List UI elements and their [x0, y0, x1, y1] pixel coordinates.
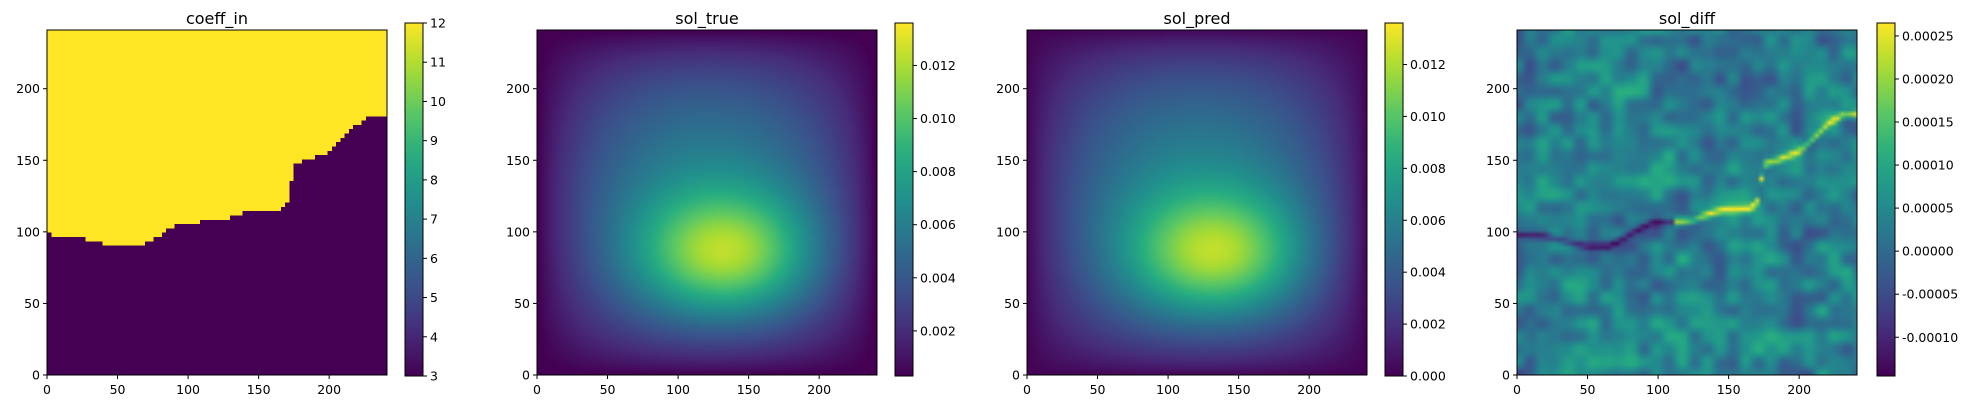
subplot-sol-true: sol_true 0 50 100 150 200 0 50 100 150 200 0.002 0.0… [506, 9, 956, 397]
x-tick-label: 150 [1227, 382, 1251, 397]
colorbar-tick-label: 0.002 [1410, 317, 1446, 332]
colorbar-tick-label: 0.00005 [1902, 201, 1954, 216]
colorbar-tick-label: 0.008 [920, 164, 956, 179]
x-tick-label: 150 [737, 382, 761, 397]
subplot-sol-diff: sol_diff 0 50 100 150 200 0 50 100 150 200 -0.00010… [1486, 9, 1958, 397]
colorbar-tick-label: 3 [430, 369, 438, 384]
axes-frame [536, 29, 878, 376]
y-tick-label: 150 [16, 153, 40, 168]
y-tick-label: 100 [506, 224, 530, 239]
x-tick-label: 200 [1787, 382, 1811, 397]
y-tick-label: 0 [32, 368, 40, 383]
colorbar-tick-label: -0.00005 [1902, 287, 1958, 302]
colorbar-tick-label: 8 [430, 172, 438, 187]
heatmap-image [47, 30, 387, 375]
colorbar-tick-label: 4 [430, 329, 438, 344]
colorbar-tick-label: 0.008 [1410, 161, 1446, 176]
colorbar [1384, 22, 1404, 377]
colorbar [894, 22, 914, 377]
x-tick-label: 50 [1580, 382, 1596, 397]
colorbar-tick-label: 0.010 [1410, 109, 1446, 124]
colorbar [1876, 22, 1896, 377]
colorbar-tick-label: 0.00000 [1902, 244, 1954, 259]
colorbar-tick-label: 10 [430, 94, 446, 109]
heatmap-image [1517, 30, 1857, 375]
y-tick-label: 200 [996, 81, 1020, 96]
colorbar-tick-label: 0.012 [1410, 57, 1446, 72]
colorbar-tick-label: -0.00010 [1902, 330, 1958, 345]
y-tick-label: 100 [16, 224, 40, 239]
colorbar-tick-label: 0.00020 [1902, 71, 1954, 86]
heatmap-image [1027, 30, 1367, 375]
colorbar-tick-label: 0.006 [1410, 213, 1446, 228]
colorbar-tick-label: 0.002 [920, 323, 956, 338]
y-tick-label: 0 [522, 368, 530, 383]
x-tick-label: 0 [1513, 382, 1521, 397]
colorbar-tick-label: 0.004 [1410, 265, 1446, 280]
colorbar-tick-label: 0.00025 [1902, 28, 1954, 43]
y-tick-label: 0 [1012, 368, 1020, 383]
x-tick-label: 200 [317, 382, 341, 397]
y-tick-label: 150 [1486, 153, 1510, 168]
x-tick-label: 200 [1297, 382, 1321, 397]
colorbar-tick-label: 6 [430, 251, 438, 266]
x-tick-label: 0 [533, 382, 541, 397]
x-tick-label: 100 [1156, 382, 1180, 397]
x-tick-label: 100 [1646, 382, 1670, 397]
colorbar-tick-label: 11 [430, 55, 446, 70]
y-tick-label: 200 [1486, 81, 1510, 96]
heatmap-image [537, 30, 877, 375]
colorbar-tick-label: 0.010 [920, 111, 956, 126]
colorbar-tick-label: 7 [430, 212, 438, 227]
x-tick-label: 50 [110, 382, 126, 397]
x-tick-label: 0 [1023, 382, 1031, 397]
y-tick-label: 100 [1486, 224, 1510, 239]
x-tick-label: 150 [1717, 382, 1741, 397]
colorbar-tick-label: 12 [430, 16, 446, 31]
colorbar-tick-label: 0.012 [920, 58, 956, 73]
colorbar-tick-label: 0.004 [920, 270, 956, 285]
colorbar-tick-label: 0.006 [920, 217, 956, 232]
y-tick-label: 0 [1502, 368, 1510, 383]
axes-frame [1026, 29, 1368, 376]
axes-frame [46, 29, 388, 376]
subplot-title: sol_pred [1164, 9, 1231, 29]
axes-frame [1516, 29, 1858, 376]
x-tick-label: 50 [600, 382, 616, 397]
subplot-title: sol_true [675, 9, 738, 29]
subplot-sol-pred: sol_pred 0 50 100 150 200 0 50 100 150 200 0.000 0.0… [996, 9, 1446, 397]
y-tick-label: 50 [514, 296, 530, 311]
colorbar-tick-label: 0.00010 [1902, 158, 1954, 173]
subplot-coeff-in: coeff_in 0 50 100 150 200 0 50 100 150 200 3 4 5 6 7 8 9 1… [16, 9, 446, 397]
y-tick-label: 50 [1494, 296, 1510, 311]
y-tick-label: 150 [506, 153, 530, 168]
colorbar-tick-label: 0.00015 [1902, 115, 1954, 130]
subplot-title: sol_diff [1659, 9, 1716, 29]
y-tick-label: 50 [1004, 296, 1020, 311]
colorbar-tick-label: 0.000 [1410, 369, 1446, 384]
y-tick-label: 150 [996, 153, 1020, 168]
x-tick-label: 50 [1090, 382, 1106, 397]
y-tick-label: 100 [996, 224, 1020, 239]
y-tick-label: 200 [506, 81, 530, 96]
x-tick-label: 100 [176, 382, 200, 397]
x-tick-label: 0 [43, 382, 51, 397]
colorbar-tick-label: 9 [430, 133, 438, 148]
colorbar-tick-label: 5 [430, 290, 438, 305]
x-tick-label: 150 [247, 382, 271, 397]
subplot-title: coeff_in [186, 9, 248, 29]
y-tick-label: 200 [16, 81, 40, 96]
x-tick-label: 100 [666, 382, 690, 397]
colorbar [404, 22, 424, 377]
x-tick-label: 200 [807, 382, 831, 397]
y-tick-label: 50 [24, 296, 40, 311]
